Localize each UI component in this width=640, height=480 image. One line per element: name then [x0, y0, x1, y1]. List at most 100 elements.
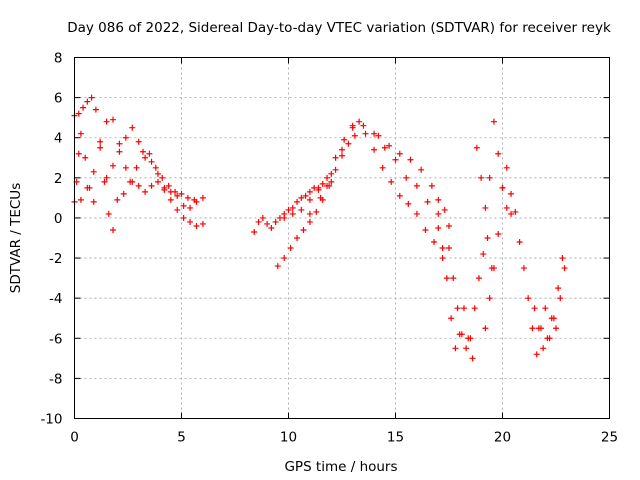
data-point [148, 158, 155, 165]
data-point [315, 186, 322, 193]
data-point [135, 138, 142, 145]
data-point [371, 130, 378, 137]
data-point [180, 202, 187, 209]
y-tick-label: -4 [49, 291, 62, 307]
data-point [484, 235, 491, 241]
x-tick-label: 0 [70, 430, 79, 446]
data-point [285, 206, 292, 213]
data-point [142, 188, 149, 195]
data-point [339, 146, 345, 153]
y-tick-label: 8 [54, 51, 63, 67]
data-point [172, 188, 179, 195]
data-point [503, 164, 510, 171]
data-point [84, 98, 91, 105]
series-arc-k [435, 224, 476, 362]
data-point [332, 166, 339, 173]
y-tick-label: -8 [49, 371, 62, 387]
data-point [167, 196, 174, 203]
data-point [139, 148, 146, 155]
data-point [148, 182, 155, 189]
data-point [154, 170, 161, 177]
data-point [403, 174, 410, 181]
data-point [460, 305, 467, 312]
data-point [431, 239, 438, 246]
series-arc-a [71, 94, 117, 233]
data-point [129, 124, 136, 131]
series-arc-h [281, 118, 446, 262]
data-point [97, 138, 104, 145]
data-point [272, 218, 279, 225]
data-point [480, 251, 487, 258]
data-point [90, 198, 97, 205]
data-point [193, 222, 200, 229]
data-point [435, 196, 442, 203]
data-point [289, 210, 296, 217]
data-point [482, 325, 489, 332]
data-point [495, 230, 502, 237]
data-point [142, 154, 149, 161]
y-tick-label: -6 [49, 331, 62, 347]
data-point [525, 295, 532, 302]
data-point [306, 188, 313, 195]
series-arc-j [375, 132, 448, 213]
data-point [110, 116, 117, 123]
series-arc-p [531, 265, 568, 352]
data-point [553, 325, 559, 332]
data-point [371, 146, 378, 153]
data-point [356, 118, 363, 125]
data-point [508, 190, 515, 197]
data-point [154, 178, 161, 185]
data-point [490, 118, 497, 125]
data-point [103, 118, 110, 125]
data-point [313, 208, 320, 215]
data-point [362, 130, 369, 137]
data-point [332, 154, 339, 161]
data-point [92, 106, 99, 113]
y-tick-label: 2 [54, 171, 63, 187]
data-point [345, 140, 352, 147]
y-tick-label: -10 [40, 412, 62, 428]
data-point [413, 210, 420, 217]
data-point [324, 174, 331, 181]
data-point [187, 218, 194, 225]
data-point [441, 206, 448, 213]
data-point [495, 150, 502, 157]
data-point [159, 174, 166, 181]
data-point [418, 166, 425, 173]
data-point [105, 210, 112, 217]
data-point [88, 94, 95, 101]
series-arc-n [482, 164, 515, 332]
data-point [328, 178, 335, 185]
data-point [294, 198, 301, 205]
data-point [413, 182, 420, 189]
data-point [463, 345, 470, 352]
x-tick-label: 15 [387, 430, 404, 446]
data-point [191, 196, 198, 203]
data-point [446, 245, 452, 252]
data-point [114, 196, 121, 203]
x-axis-label: GPS time / hours [284, 459, 397, 475]
data-point [360, 122, 367, 129]
data-point [467, 335, 474, 342]
data-point [450, 275, 457, 282]
data-point [424, 198, 431, 205]
data-point [77, 130, 84, 137]
plot-frame [74, 57, 610, 419]
data-point [478, 174, 485, 181]
data-point [122, 134, 129, 141]
data-point [178, 190, 185, 197]
data-point [452, 345, 459, 352]
data-point [161, 186, 168, 193]
data-point [349, 124, 356, 131]
data-point [259, 214, 266, 221]
data-point [255, 218, 262, 225]
data-point [180, 214, 187, 221]
data-point [268, 224, 275, 231]
data-point [264, 220, 271, 227]
series-arc-c [77, 116, 206, 211]
data-point [287, 245, 294, 252]
data-point [300, 226, 307, 233]
series-arc-m [473, 118, 519, 217]
series-arc-e [114, 148, 198, 203]
